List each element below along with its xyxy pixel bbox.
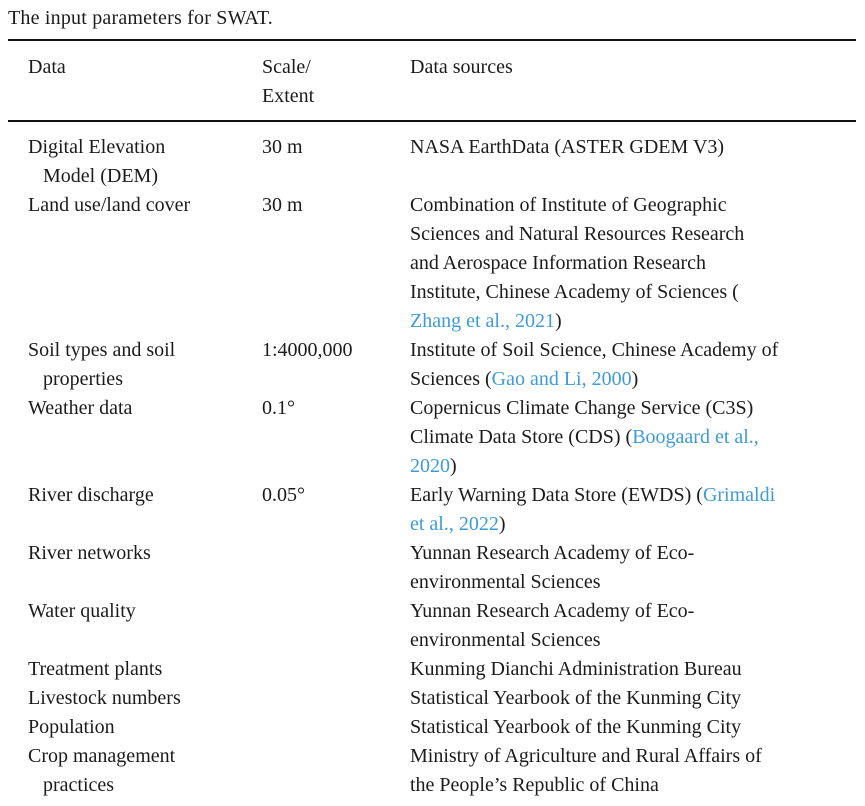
table-row: Digital Elevation Model (DEM) 30 m NASA Ea… <box>8 121 856 191</box>
cell-data-source: Combination of Institute of Geographic S… <box>410 194 745 332</box>
cell-data-source: NASA EarthData (ASTER GDEM V3) <box>410 136 725 158</box>
table-row: Crop management practices Ministry of Agr… <box>8 742 856 806</box>
col-header-scale-extent: Scale/ Extent <box>262 40 410 122</box>
cell-data: Crop management practices <box>28 745 176 796</box>
cell-scale-extent <box>262 742 410 806</box>
cell-scale-extent <box>262 684 410 713</box>
table-caption: The input parameters for SWAT. <box>8 7 273 29</box>
cell-scale-extent: 0.05° <box>262 484 305 506</box>
table-row: Population Statistical Yearbook of the Ku… <box>8 713 856 742</box>
input-parameters-table: Data Scale/ Extent Data sources Digital … <box>8 39 856 806</box>
table-row: Land use/land cover 30 m Combination of In… <box>8 191 856 336</box>
citation-link[interactable]: Grimaldi et al., 2022 <box>410 484 776 535</box>
cell-data: Treatment plants <box>28 658 163 680</box>
cell-scale-extent: 1:4000,000 <box>262 339 353 361</box>
col-header-data-sources: Data sources <box>410 40 856 122</box>
citation-link[interactable]: Zhang et al., 2021 <box>410 310 555 332</box>
cell-data-source: Institute of Soil Science, Chinese Acade… <box>410 339 779 390</box>
cell-data: Digital Elevation Model (DEM) <box>28 136 166 187</box>
page: The input parameters for SWAT. Data Scal… <box>8 0 856 806</box>
cell-data-source: Ministry of Agriculture and Rural Affair… <box>410 745 762 796</box>
cell-data: Water quality <box>28 600 136 622</box>
cell-data-source: Yunnan Research Academy of Eco- environm… <box>410 542 695 593</box>
table-row: Livestock numbers Statistical Yearbook of… <box>8 684 856 713</box>
cell-scale-extent <box>262 539 410 597</box>
cell-scale-extent <box>262 713 410 742</box>
cell-data-source: Copernicus Climate Change Service (C3S) … <box>410 397 759 477</box>
cell-data: Soil types and soil properties <box>28 339 176 390</box>
cell-data-source: Statistical Yearbook of the Kunming City <box>410 687 742 709</box>
table-row: River discharge 0.05° Early Warning Data S… <box>8 481 856 539</box>
table-row: Water quality Yunnan Research Academy of … <box>8 597 856 655</box>
col-header-data: Data <box>8 40 262 122</box>
cell-data: Weather data <box>28 397 133 419</box>
cell-scale-extent: 30 m <box>262 194 303 216</box>
cell-scale-extent <box>262 597 410 655</box>
cell-data: Livestock numbers <box>28 687 181 709</box>
cell-data: River discharge <box>28 484 154 506</box>
table-row: River networks Yunnan Research Academy of… <box>8 539 856 597</box>
citation-link[interactable]: Gao and Li, 2000 <box>491 368 632 390</box>
cell-data-source: Kunming Dianchi Administration Bureau <box>410 658 742 680</box>
table-header-row: Data Scale/ Extent Data sources <box>8 40 856 122</box>
cell-data-source: Early Warning Data Store (EWDS) (Grimald… <box>410 484 776 535</box>
table-row: Soil types and soil properties 1:4000,000… <box>8 336 856 394</box>
cell-data: Land use/land cover <box>28 194 191 216</box>
table-row: Treatment plants Kunming Dianchi Administ… <box>8 655 856 684</box>
citation-link[interactable]: Boogaard et al., 2020 <box>410 426 759 477</box>
cell-scale-extent: 30 m <box>262 136 303 158</box>
cell-data-source: Yunnan Research Academy of Eco- environm… <box>410 600 695 651</box>
table-row: Weather data 0.1° Copernicus Climate Chang… <box>8 394 856 481</box>
cell-scale-extent <box>262 655 410 684</box>
cell-scale-extent: 0.1° <box>262 397 295 419</box>
cell-data-source: Statistical Yearbook of the Kunming City <box>410 716 742 738</box>
table-body: Digital Elevation Model (DEM) 30 m NASA Ea… <box>8 121 856 806</box>
cell-data: River networks <box>28 542 151 564</box>
cell-data: Population <box>28 716 115 738</box>
